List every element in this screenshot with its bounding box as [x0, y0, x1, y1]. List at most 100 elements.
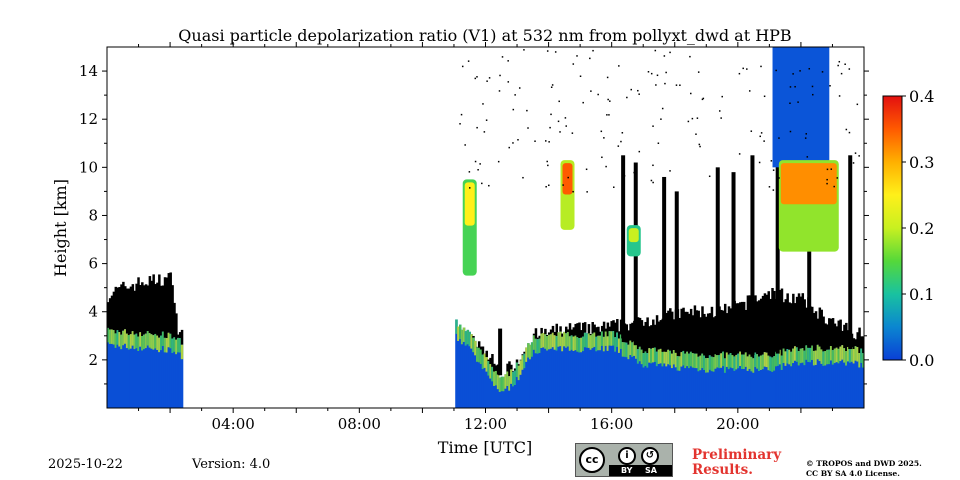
noise-dot	[534, 140, 536, 142]
x-tick-label: 20:00	[716, 415, 759, 433]
noise-dot	[746, 68, 748, 70]
aerosol-column	[617, 338, 621, 408]
aerosol-column	[551, 332, 555, 408]
noise-dot	[461, 65, 464, 68]
noise-dot	[844, 63, 846, 65]
aerosol-column	[754, 352, 757, 408]
aerosol-column	[750, 356, 753, 408]
aerosol-layer-top	[776, 351, 780, 366]
noise-dot	[512, 142, 514, 144]
aerosol-layer-top	[491, 366, 494, 382]
cloud-column	[161, 285, 165, 332]
aerosol-layer-top	[158, 337, 161, 353]
cloud-column	[763, 293, 767, 353]
noise-dot	[696, 117, 699, 119]
noise-dot	[652, 181, 654, 184]
cloud-column	[769, 298, 772, 357]
aerosol-layer-top	[600, 331, 604, 346]
aerosol-layer-top	[137, 336, 140, 351]
aerosol-column	[621, 342, 625, 408]
aerosol-layer-top	[763, 352, 767, 367]
cloud-column	[129, 286, 133, 335]
aerosol-layer-top	[489, 364, 492, 379]
copyright-notice: © TROPOS and DWD 2025. CC BY SA 4.0 Lice…	[806, 459, 922, 478]
aerosol-layer-top	[693, 353, 697, 369]
aerosol-layer-top	[667, 349, 670, 365]
aerosol-column	[852, 349, 856, 408]
noise-dot	[482, 103, 484, 105]
aerosol-column	[122, 330, 125, 408]
aerosol-layer-top	[549, 334, 553, 349]
aerosol-layer-top	[568, 336, 572, 351]
aerosol-column	[642, 353, 646, 408]
aerosol-layer-top	[625, 342, 629, 358]
aerosol-column	[610, 331, 613, 408]
aerosol-layer-top	[767, 355, 770, 371]
noise-dot	[554, 51, 557, 53]
aerosol-layer-top	[498, 377, 502, 392]
aerosol-layer-top	[462, 327, 466, 342]
aerosol-column	[544, 334, 547, 408]
aerosol-layer-top	[812, 350, 816, 366]
aerosol-layer-top	[129, 334, 133, 349]
aerosol-column	[154, 333, 157, 408]
upper-noise-region	[772, 47, 830, 168]
aerosol-column	[706, 358, 710, 408]
cloud-column	[782, 302, 786, 349]
aerosol-layer-top	[459, 324, 462, 340]
cloud-column	[551, 325, 555, 333]
noise-dot	[708, 175, 711, 178]
aerosol-column	[655, 351, 659, 408]
noise-dot	[836, 177, 839, 179]
aerosol-layer-top	[619, 334, 623, 349]
cloud-column	[127, 288, 131, 336]
aerosol-column	[580, 337, 583, 408]
aerosol-layer-top	[818, 346, 822, 362]
noise-dot	[617, 145, 620, 147]
aerosol-column	[648, 348, 651, 408]
cloud-column	[510, 364, 513, 370]
aerosol-column	[805, 345, 808, 408]
noise-dot	[772, 169, 775, 171]
aerosol-column	[108, 329, 112, 408]
noise-dot	[523, 49, 525, 51]
aerosol-layer-top	[811, 345, 814, 360]
noise-dot	[548, 141, 550, 143]
aerosol-column	[795, 347, 799, 408]
noise-dot	[652, 164, 654, 167]
cloud-column	[678, 317, 682, 357]
aerosol-layer-top	[648, 348, 651, 363]
aerosol-layer-top	[616, 332, 619, 347]
aerosol-column	[468, 331, 471, 408]
noise-dot	[679, 84, 681, 86]
noise-dot	[799, 70, 801, 72]
aerosol-layer-top	[127, 335, 131, 350]
aerosol-layer-top	[756, 354, 759, 369]
aerosol-layer-top	[606, 336, 610, 351]
cloud-column	[595, 327, 598, 337]
aerosol-layer-top	[699, 355, 702, 371]
aerosol-column	[769, 356, 772, 408]
cloud-column	[154, 284, 157, 334]
aerosol-column	[572, 336, 576, 408]
noise-dot	[545, 140, 547, 142]
aerosol-layer-top	[540, 333, 543, 349]
cloud-column	[114, 286, 118, 334]
aerosol-column	[175, 339, 178, 408]
noise-dot	[522, 176, 524, 179]
aerosol-layer-top	[655, 351, 659, 367]
aerosol-layer-top	[780, 355, 784, 370]
aerosol-layer-top	[525, 347, 528, 362]
aerosol-column	[180, 344, 184, 408]
aerosol-layer-top	[661, 351, 664, 367]
cloud-column	[735, 303, 738, 355]
cloud-column	[729, 308, 733, 354]
aerosol-layer-top	[617, 338, 621, 353]
aerosol-column	[553, 335, 557, 408]
aerosol-column	[708, 355, 712, 408]
aerosol-column	[720, 353, 723, 408]
aerosol-column	[538, 338, 541, 408]
aerosol-column	[129, 334, 133, 408]
noise-dot	[585, 168, 588, 171]
aerosol-layer-top	[122, 330, 125, 346]
